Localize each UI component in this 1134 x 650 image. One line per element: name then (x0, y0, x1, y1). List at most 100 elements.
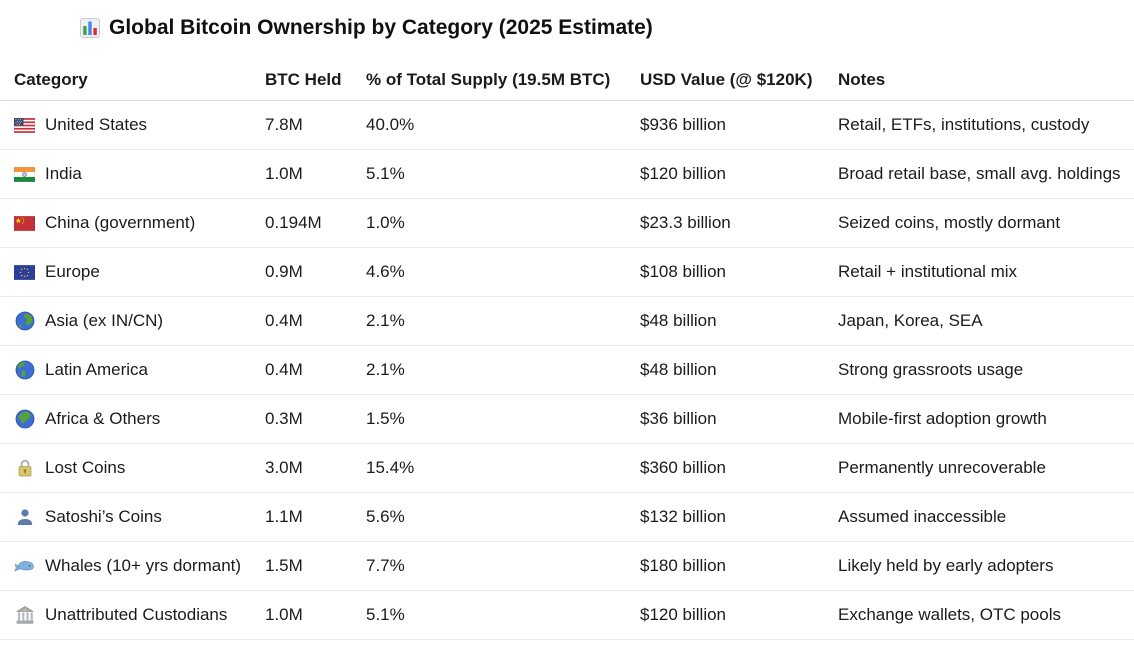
globe-asia-icon (14, 311, 35, 332)
category-cell: Satoshi’s Coins (0, 492, 265, 542)
category-label: Asia (ex IN/CN) (45, 311, 164, 330)
category-cell: Europe (0, 247, 265, 297)
btc-held-cell: 0.194M (265, 198, 366, 248)
category-cell-content: Asia (ex IN/CN) (14, 297, 257, 345)
usd-value-cell: $48 billion (640, 296, 838, 346)
category-cell: Unattributed Custodians (0, 590, 265, 640)
category-label: China (government) (45, 213, 196, 232)
btc-held-cell: 7.8M (265, 100, 366, 150)
globe-americas-icon (14, 360, 35, 381)
notes-cell: Seized coins, mostly dormant (838, 198, 1134, 248)
bank-icon (14, 605, 35, 626)
category-cell-content: Unattributed Custodians (14, 591, 257, 639)
category-cell-content: Lost Coins (14, 444, 257, 492)
btc-held-cell: 0.4M (265, 345, 366, 395)
eu-flag-icon (14, 262, 35, 283)
page-title-text: Global Bitcoin Ownership by Category (20… (109, 16, 653, 39)
btc-held-cell: 3.0M (265, 443, 366, 493)
btc-held-cell: 0.3M (265, 394, 366, 444)
btc-held-cell: 1.0M (265, 590, 366, 640)
table-row: United States 7.8M 40.0% $936 billion Retail… (0, 100, 1134, 150)
column-header-pct-supply: % of Total Supply (19.5M BTC) (366, 60, 640, 101)
btc-held-cell: 1.0M (265, 149, 366, 199)
btc-held-cell: 0.9M (265, 247, 366, 297)
category-cell: China (government) (0, 198, 265, 248)
category-cell-content: China (government) (14, 199, 257, 247)
column-header-usd-value: USD Value (@ $120K) (640, 60, 838, 101)
usd-value-cell: $120 billion (640, 590, 838, 640)
pct-supply-cell: 40.0% (366, 100, 640, 150)
category-cell: India (0, 149, 265, 199)
table-row: Europe 0.9M 4.6% $108 billion Retail + insti… (0, 247, 1134, 297)
pct-supply-cell: 1.0% (366, 198, 640, 248)
whale-icon (14, 556, 35, 577)
pct-supply-cell: 1.5% (366, 394, 640, 444)
btc-held-cell: 1.5M (265, 541, 366, 591)
pct-supply-cell: 15.4% (366, 443, 640, 493)
india-flag-icon (14, 164, 35, 185)
pct-supply-cell: 4.6% (366, 247, 640, 297)
category-label: United States (45, 115, 148, 134)
usd-value-cell: $360 billion (640, 443, 838, 493)
category-label: Whales (10+ yrs dormant) (45, 556, 242, 575)
category-cell: Whales (10+ yrs dormant) (0, 541, 265, 591)
usd-value-cell: $23.3 billion (640, 198, 838, 248)
column-header-category: Category (0, 60, 265, 101)
table-row: Lost Coins 3.0M 15.4% $360 billion Permanent… (0, 443, 1134, 493)
table-row: Whales (10+ yrs dormant) 1.5M 7.7% $180 bil… (0, 541, 1134, 591)
category-label: Africa & Others (45, 409, 161, 428)
usd-value-cell: $120 billion (640, 149, 838, 199)
category-cell-content: Whales (10+ yrs dormant) (14, 542, 257, 590)
pct-supply-cell: 5.6% (366, 492, 640, 542)
category-cell: Asia (ex IN/CN) (0, 296, 265, 346)
notes-cell: Likely held by early adopters (838, 541, 1134, 591)
table-row: Asia (ex IN/CN) 0.4M 2.1% $48 billion Japan,… (0, 296, 1134, 346)
china-flag-icon (14, 213, 35, 234)
category-cell: Latin America (0, 345, 265, 395)
table-row: Africa & Others 0.3M 1.5% $36 billion Mobile… (0, 394, 1134, 444)
globe-africa-icon (14, 409, 35, 430)
notes-cell: Exchange wallets, OTC pools (838, 590, 1134, 640)
table-row: India 1.0M 5.1% $120 billion Broad retail ba… (0, 149, 1134, 199)
category-label: Latin America (45, 360, 148, 379)
table-body: United States 7.8M 40.0% $936 billion Retail… (0, 100, 1134, 640)
category-cell-content: United States (14, 101, 257, 149)
usd-value-cell: $936 billion (640, 100, 838, 150)
table-row: Satoshi’s Coins 1.1M 5.6% $132 billion Assum… (0, 492, 1134, 542)
pct-supply-cell: 5.1% (366, 149, 640, 199)
usd-value-cell: $180 billion (640, 541, 838, 591)
category-cell-content: Satoshi’s Coins (14, 493, 257, 541)
category-label: Europe (45, 262, 100, 281)
column-header-btc-held: BTC Held (265, 60, 366, 101)
column-header-notes: Notes (838, 60, 1134, 101)
category-label: Lost Coins (45, 458, 126, 477)
page-title: Global Bitcoin Ownership by Category (20… (80, 14, 1134, 42)
table-row: Latin America 0.4M 2.1% $48 billion Strong g… (0, 345, 1134, 395)
bar-chart-icon (80, 18, 100, 38)
us-flag-icon (14, 115, 35, 136)
usd-value-cell: $36 billion (640, 394, 838, 444)
notes-cell: Assumed inaccessible (838, 492, 1134, 542)
pct-supply-cell: 5.1% (366, 590, 640, 640)
usd-value-cell: $48 billion (640, 345, 838, 395)
category-cell: Lost Coins (0, 443, 265, 493)
table-row: China (government) 0.194M 1.0% $23.3 billio… (0, 198, 1134, 248)
lock-icon (14, 458, 35, 479)
category-cell-content: Europe (14, 248, 257, 296)
category-cell-content: Latin America (14, 346, 257, 394)
bitcoin-ownership-table: Category BTC Held % of Total Supply (19.… (0, 60, 1134, 640)
category-label: India (45, 164, 82, 183)
notes-cell: Permanently unrecoverable (838, 443, 1134, 493)
category-cell-content: India (14, 150, 257, 198)
category-label: Unattributed Custodians (45, 605, 228, 624)
person-silhouette-icon (14, 507, 35, 528)
notes-cell: Strong grassroots usage (838, 345, 1134, 395)
category-cell-content: Africa & Others (14, 395, 257, 443)
usd-value-cell: $132 billion (640, 492, 838, 542)
notes-cell: Mobile-first adoption growth (838, 394, 1134, 444)
pct-supply-cell: 2.1% (366, 345, 640, 395)
category-cell: Africa & Others (0, 394, 265, 444)
btc-held-cell: 1.1M (265, 492, 366, 542)
category-label: Satoshi’s Coins (45, 507, 162, 526)
